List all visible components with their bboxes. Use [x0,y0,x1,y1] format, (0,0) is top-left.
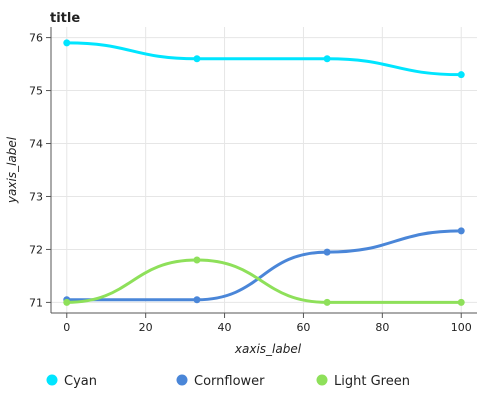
legend: Cyan Cornflower Light Green [46,374,410,389]
series-cyan [63,39,465,79]
series-line-cyan [65,41,463,77]
y-tick-label: 73 [29,190,43,203]
axis-ticks: 0 20 40 60 80 100 71 72 73 74 75 76 [29,32,472,334]
series-line-light-green [65,258,463,304]
data-point-cyan [457,71,465,79]
legend-swatch [176,374,188,386]
data-point-light-green [193,256,201,264]
y-axis-title: yaxis_label [5,136,19,204]
legend-item-cornflower: Cornflower [176,374,265,389]
y-tick-label: 72 [29,243,43,256]
data-point-cornflower [457,227,465,235]
data-point-cyan [193,55,201,63]
series-layer [63,39,465,306]
series-light-green [63,256,465,306]
legend-item-light-green: Light Green [316,374,410,389]
chart-title: title [50,11,80,26]
x-tick-label: 80 [375,321,389,334]
series-line-cornflower [65,229,463,302]
data-point-light-green [63,298,71,306]
legend-label: Cyan [64,374,97,389]
y-tick-label: 71 [29,296,43,309]
data-point-cornflower [193,296,201,304]
legend-label: Cornflower [194,374,265,389]
y-tick-label: 76 [29,32,43,45]
legend-label: Light Green [334,374,410,389]
x-tick-label: 20 [139,321,153,334]
x-tick-label: 60 [296,321,310,334]
data-point-cornflower [323,248,331,256]
legend-swatch [316,374,328,386]
y-tick-label: 75 [29,85,43,98]
series-cornflower [63,227,465,304]
y-tick-label: 74 [29,138,43,151]
data-point-cyan [63,39,71,47]
x-tick-label: 0 [63,321,70,334]
x-tick-label: 100 [451,321,472,334]
data-point-light-green [457,298,465,306]
data-point-light-green [323,298,331,306]
legend-swatch [46,374,58,386]
legend-item-cyan: Cyan [46,374,97,389]
data-point-cyan [323,55,331,63]
x-axis-title: xaxis_label [234,342,302,356]
x-tick-label: 40 [218,321,232,334]
